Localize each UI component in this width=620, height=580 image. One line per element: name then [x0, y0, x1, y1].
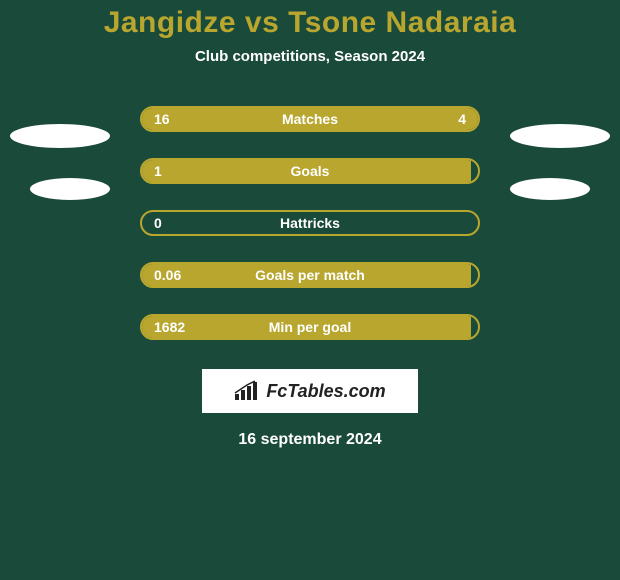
stat-row: 0.06Goals per match [0, 261, 620, 289]
stat-value-right: 4 [458, 108, 466, 130]
bar-fill-left [142, 160, 471, 182]
stat-value-left: 16 [154, 108, 170, 130]
decor-ellipse [510, 178, 590, 200]
stat-bar: 0Hattricks [140, 210, 480, 236]
stat-value-left: 0 [154, 212, 162, 234]
comparison-card: Jangidze vs Tsone Nadaraia Club competit… [0, 0, 620, 580]
decor-ellipse [510, 124, 610, 148]
stat-label: Hattricks [142, 212, 478, 234]
stat-bar: 0.06Goals per match [140, 262, 480, 288]
bar-fill-left [142, 316, 471, 338]
stat-value-left: 1682 [154, 316, 185, 338]
decor-ellipse [30, 178, 110, 200]
stat-bar: 1682Min per goal [140, 314, 480, 340]
stat-value-left: 1 [154, 160, 162, 182]
bar-fill-right [411, 108, 478, 130]
brand-box: FcTables.com [202, 369, 418, 413]
stat-row: 1682Min per goal [0, 313, 620, 341]
brand-text: FcTables.com [266, 381, 385, 402]
bar-fill-left [142, 108, 411, 130]
bar-chart-icon [234, 380, 260, 402]
decor-ellipse [10, 124, 110, 148]
page-subtitle: Club competitions, Season 2024 [0, 48, 620, 65]
page-title: Jangidze vs Tsone Nadaraia [0, 0, 620, 40]
stat-bar: 164Matches [140, 106, 480, 132]
stat-bar: 1Goals [140, 158, 480, 184]
stat-value-left: 0.06 [154, 264, 181, 286]
date-text: 16 september 2024 [0, 431, 620, 449]
bar-fill-left [142, 264, 471, 286]
stat-row: 0Hattricks [0, 209, 620, 237]
